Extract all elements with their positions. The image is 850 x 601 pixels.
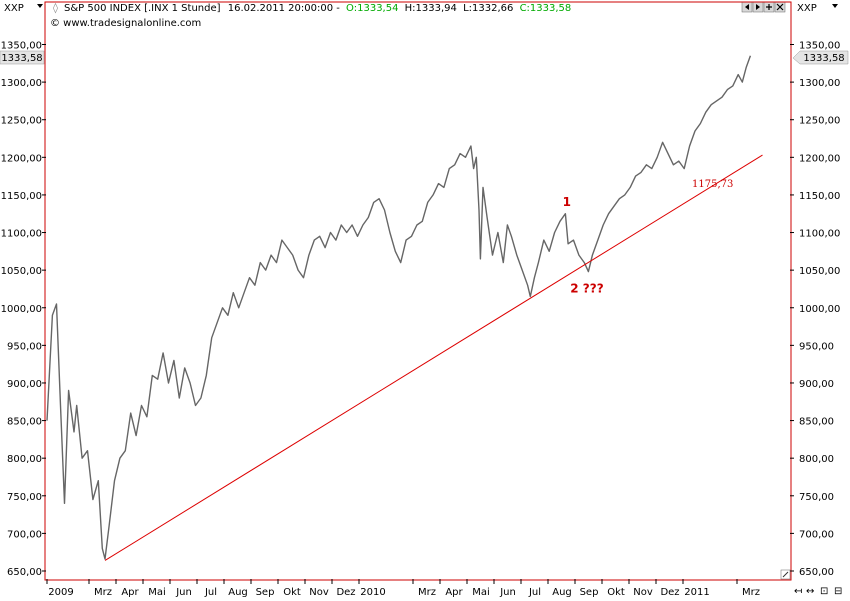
- dropdown-arrow-icon[interactable]: [37, 4, 43, 8]
- y-tick-label-right: 800,00: [799, 454, 834, 465]
- x-tick-label: Mrz: [94, 587, 112, 598]
- x-tick-label: Nov: [309, 587, 329, 598]
- header-bar: XXP ◊ S&P 500 INDEX [.INX 1 Stunde] 16.0…: [4, 1, 838, 29]
- symbol-dropdown-left[interactable]: XXP: [4, 3, 24, 14]
- high-value: H:1333,94: [405, 3, 457, 14]
- x-tick-label: Mrz: [742, 587, 760, 598]
- y-tick-label-right: 1000,00: [799, 304, 840, 315]
- y-tick-label-right: 1050,00: [799, 266, 840, 277]
- x-tick-label: Jun: [175, 587, 192, 598]
- x-tick-label: Aug: [228, 587, 248, 598]
- y-axis-left: 650,00 700,00 750,00 800,00 850,00 900,00 950,…: [1, 41, 46, 578]
- x-tick-label: Jul: [204, 587, 217, 598]
- x-tick-label: Apr: [445, 587, 463, 598]
- y-tick-label-left: 950,00: [7, 341, 42, 352]
- zoom-out-x-button[interactable]: ↤: [794, 586, 802, 597]
- plot-frame: [44, 1, 792, 581]
- y-tick-label-right: 1350,00: [799, 41, 840, 52]
- y-tick-label-left: 700,00: [7, 529, 42, 540]
- x-tick-label: Mai: [472, 587, 490, 598]
- x-tick-label: Okt: [607, 587, 625, 598]
- trendline-value-label: 1175,73: [692, 179, 733, 190]
- x-tick-label: 2009: [48, 587, 73, 598]
- x-tick-label: Nov: [633, 587, 653, 598]
- bar-datetime: 16.02.2011 20:00:00 -: [228, 3, 341, 14]
- x-tick-label: Mai: [148, 587, 166, 598]
- y-tick-label-right: 950,00: [799, 341, 834, 352]
- dropdown-arrow-right-icon[interactable]: [832, 4, 838, 8]
- instrument-icon: ◊: [53, 2, 58, 14]
- x-tick-label: Mrz: [418, 587, 436, 598]
- trendline[interactable]: [104, 154, 763, 561]
- y-tick-label-right: 1200,00: [799, 153, 840, 164]
- y-tick-label-left: 750,00: [7, 492, 42, 503]
- y-tick-label-left: 1150,00: [1, 191, 42, 202]
- symbol-dropdown-right[interactable]: XXP: [797, 3, 817, 14]
- copyright-text: © www.tradesignalonline.com: [50, 18, 201, 29]
- y-tick-label-left: 1200,00: [1, 153, 42, 164]
- y-tick-label-left: 800,00: [7, 454, 42, 465]
- price-badge-left-text: 1333,58: [1, 53, 42, 64]
- y-tick-label-left: 900,00: [7, 379, 42, 390]
- resize-corner[interactable]: [780, 569, 791, 580]
- y-tick-label-left: 1050,00: [1, 266, 42, 277]
- y-axis-right: 650,00 700,00 750,00 800,00 850,00 900,00 950,…: [790, 41, 840, 578]
- x-tick-label: Dez: [660, 587, 679, 598]
- x-tick-label: Jun: [499, 587, 516, 598]
- arrow-right-icon: [756, 4, 760, 10]
- y-tick-label-left: 1350,00: [1, 41, 42, 52]
- x-tick-label: Aug: [552, 587, 572, 598]
- y-tick-label-left: 650,00: [7, 567, 42, 578]
- resize-icon: [782, 571, 789, 578]
- x-tick-label: Sep: [580, 587, 599, 598]
- x-axis: 2009 Mrz Apr Mai Jun Jul Aug Sep Okt Nov Dez 2010 Mr…: [46, 579, 760, 598]
- open-value: O:1333,54: [346, 3, 398, 14]
- y-tick-label-right: 650,00: [799, 567, 834, 578]
- y-tick-label-right: 1250,00: [799, 116, 840, 127]
- x-tick-label: Jul: [528, 587, 541, 598]
- y-tick-label-left: 1100,00: [1, 229, 42, 240]
- y-tick-label-right: 1300,00: [799, 78, 840, 89]
- y-tick-label-left: 850,00: [7, 417, 42, 428]
- instrument-name: S&P 500 INDEX [.INX 1 Stunde]: [64, 3, 221, 14]
- y-tick-label-left: 1250,00: [1, 116, 42, 127]
- y-tick-label-right: 850,00: [799, 417, 834, 428]
- arrow-left-icon: [745, 4, 749, 10]
- x-tick-label: Sep: [256, 587, 275, 598]
- x-tick-label: 2010: [360, 587, 385, 598]
- low-value: L:1332,66: [463, 3, 513, 14]
- zoom-fit-button[interactable]: ⊡: [820, 586, 828, 597]
- zoom-in-x-button[interactable]: ↔: [806, 586, 814, 597]
- y-tick-label-left: 1300,00: [1, 78, 42, 89]
- close-value: C:1333,58: [520, 3, 572, 14]
- y-tick-label-right: 700,00: [799, 529, 834, 540]
- y-tick-label-right: 1100,00: [799, 229, 840, 240]
- y-tick-label-left: 1000,00: [1, 304, 42, 315]
- plus-icon: [766, 4, 772, 10]
- annotation-layer: 1 2 ???: [563, 195, 604, 295]
- price-badge-right-text: 1333,58: [803, 53, 844, 64]
- x-tick-label: 2011: [684, 587, 709, 598]
- x-tick-label: Apr: [121, 587, 139, 598]
- y-tick-label-right: 1150,00: [799, 191, 840, 202]
- y-tick-label-right: 900,00: [799, 379, 834, 390]
- price-badge-left: 1333,58: [0, 50, 45, 65]
- y-tick-label-right: 750,00: [799, 492, 834, 503]
- chart-annotation: 1: [563, 195, 571, 209]
- window-controls: [741, 1, 786, 13]
- chart-annotation: 2 ???: [570, 282, 603, 296]
- zoom-reset-button[interactable]: ⊟: [834, 586, 842, 597]
- price-series-line: [46, 55, 752, 560]
- trend-layer: 1175,73: [104, 154, 763, 561]
- price-badge-right: 1333,58: [792, 50, 849, 65]
- svg-text:S&P 500 INDEX [.INX 1 Stunde]: S&P 500 INDEX [.INX 1 Stunde] 16.02.2011…: [64, 3, 571, 14]
- zoom-controls: ↤ ↔ ⊡ ⊟: [794, 586, 842, 597]
- close-icon: [776, 3, 784, 11]
- x-tick-label: Okt: [283, 587, 301, 598]
- x-tick-label: Dez: [336, 587, 355, 598]
- series-layer: [46, 55, 752, 560]
